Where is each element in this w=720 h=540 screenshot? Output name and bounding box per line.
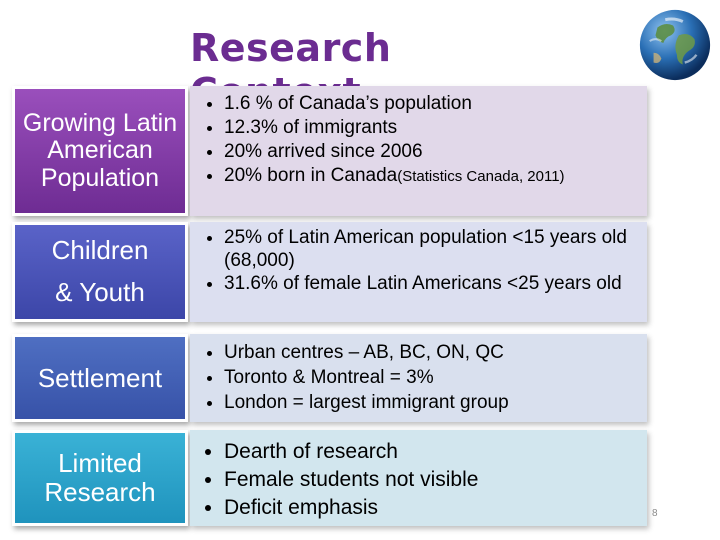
globe-icon <box>639 9 711 81</box>
citation: (Statistics Canada, 2011) <box>397 168 565 185</box>
list-item: 31.6% of female Latin Americans <25 year… <box>224 272 639 295</box>
row-content: Dearth of research Female students not v… <box>190 430 647 526</box>
row-label: Children & Youth <box>12 222 188 322</box>
row-label: Growing Latin American Population <box>12 86 188 216</box>
list-item: London = largest immigrant group <box>224 390 639 415</box>
list-item: 20% arrived since 2006 <box>224 140 639 164</box>
row-limited-research: Limited Research Dearth of research Fema… <box>12 430 647 526</box>
list-item: Dearth of research <box>224 438 639 466</box>
row-label-line: Children <box>51 235 149 266</box>
row-label: Settlement <box>12 334 188 422</box>
row-growing-population: Growing Latin American Population 1.6 % … <box>12 86 647 216</box>
list-item: 25% of Latin American population <15 yea… <box>224 226 639 272</box>
row-content: Urban centres – AB, BC, ON, QC Toronto &… <box>190 334 647 422</box>
list-item: 12.3% of immigrants <box>224 116 639 140</box>
list-item: Female students not visible <box>224 466 639 494</box>
list-item: 20% born in Canada(Statistics Canada, 20… <box>224 164 639 189</box>
row-content: 1.6 % of Canada’s population 12.3% of im… <box>190 86 647 216</box>
slide-number: 8 <box>652 508 658 519</box>
row-settlement: Settlement Urban centres – AB, BC, ON, Q… <box>12 334 647 422</box>
row-content: 25% of Latin American population <15 yea… <box>190 222 647 322</box>
list-item: 1.6 % of Canada’s population <box>224 92 639 116</box>
list-item: Deficit emphasis <box>224 494 639 522</box>
list-item: Toronto & Montreal = 3% <box>224 365 639 390</box>
row-label: Limited Research <box>12 430 188 526</box>
list-item: Urban centres – AB, BC, ON, QC <box>224 340 639 365</box>
row-children-youth: Children & Youth 25% of Latin American p… <box>12 222 647 322</box>
list-item-text: 20% born in Canada <box>224 165 398 186</box>
row-label-line: & Youth <box>55 277 145 307</box>
